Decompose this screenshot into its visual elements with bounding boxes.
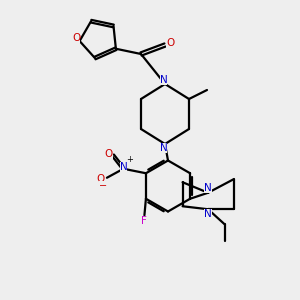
Text: N: N [204,183,212,193]
Text: N: N [160,142,167,153]
Text: F: F [142,216,147,226]
Text: O: O [104,149,112,159]
Text: O: O [166,38,175,49]
Text: −: − [99,181,107,191]
Text: N: N [119,162,127,172]
Text: N: N [160,75,167,85]
Text: O: O [96,174,104,184]
Text: O: O [72,33,80,43]
Text: +: + [127,155,134,164]
Text: N: N [204,209,212,219]
